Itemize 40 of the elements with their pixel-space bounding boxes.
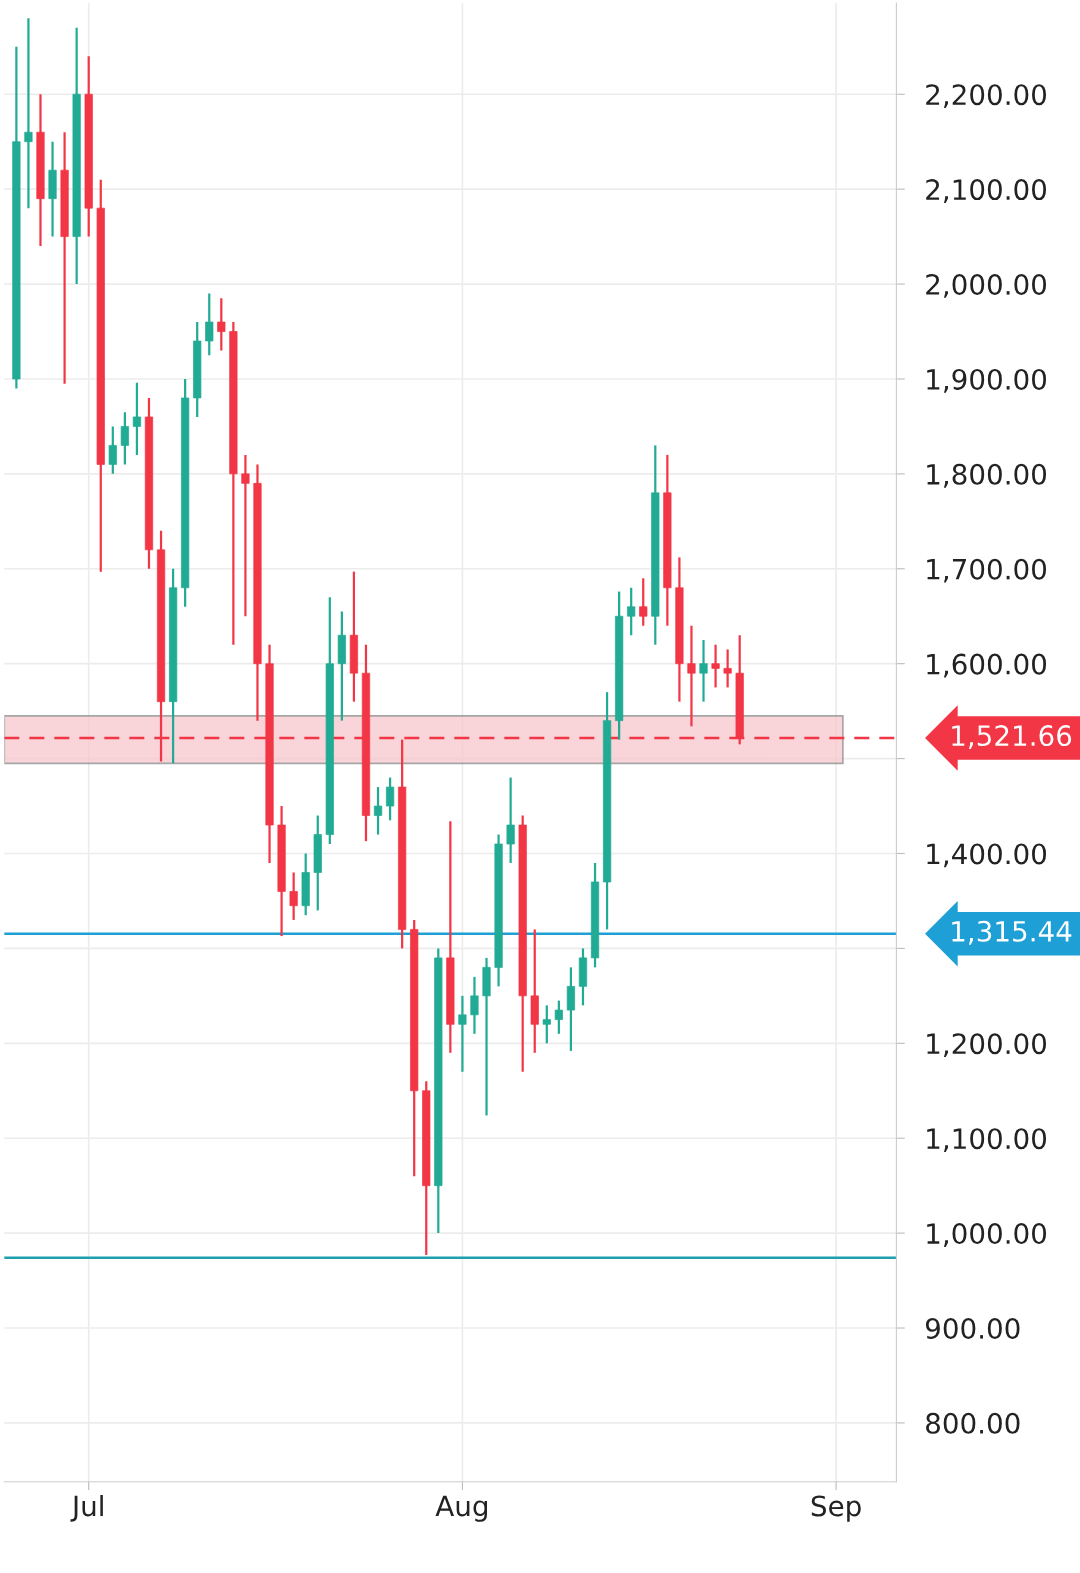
y-tick-label: 1,000.00 [927, 1223, 1047, 1247]
ref-line-label: 1,521.66 [952, 725, 1072, 749]
candlestick [699, 638, 708, 703]
candlestick [687, 624, 696, 728]
candlestick [542, 1004, 551, 1045]
candlestick [120, 411, 129, 466]
y-tick-label: 1,600.00 [927, 653, 1047, 678]
x-tick-label: Sep [811, 1495, 861, 1522]
y-tick-label: 1,200.00 [927, 1033, 1047, 1058]
y-tick-label: 1,900.00 [927, 368, 1047, 393]
y-tick-label: 2,200.00 [926, 84, 1047, 109]
candlestick [108, 425, 117, 475]
candlestick [470, 975, 479, 1035]
candlestick [241, 453, 250, 618]
candlestick [711, 643, 720, 689]
candlestick [554, 999, 563, 1035]
candlestick [386, 776, 395, 822]
candlestick [217, 297, 226, 352]
candlestick [289, 871, 298, 922]
y-tick-label: 900.00 [925, 1317, 1020, 1339]
y-tick-label: 1,800.00 [927, 463, 1047, 488]
x-tick-label: Aug [435, 1495, 488, 1522]
candlestick [639, 577, 648, 627]
candlestick [205, 292, 214, 357]
y-tick-label: 1,700.00 [927, 558, 1047, 583]
candlestick [723, 648, 732, 689]
candlestick [24, 17, 33, 210]
candlestick [566, 966, 575, 1053]
y-tick-label: 800.00 [926, 1412, 1020, 1434]
candlestick [373, 785, 383, 836]
candlestick [458, 994, 467, 1073]
candlestick [506, 776, 515, 865]
y-tick-label: 2,100.00 [926, 179, 1047, 203]
ref-line-label: 1,315.44 [952, 920, 1072, 945]
y-tick-label: 1,100.00 [927, 1128, 1047, 1152]
y-tick-label: 1,400.00 [927, 843, 1047, 868]
candlestick [132, 381, 142, 456]
candlestick [627, 586, 636, 637]
y-tick-label: 2,000.00 [926, 274, 1047, 298]
x-tick-label: Jul [70, 1494, 103, 1522]
